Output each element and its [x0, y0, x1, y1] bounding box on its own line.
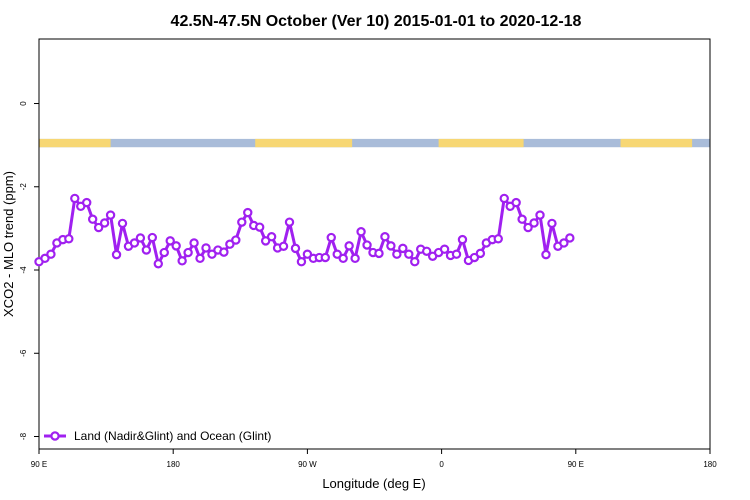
data-point: [332, 249, 342, 259]
data-point: [350, 253, 360, 264]
y-tick-label: -8: [19, 432, 28, 440]
y-tick-label: -2: [19, 183, 28, 191]
data-point: [278, 241, 289, 251]
data-point: [129, 238, 140, 248]
data-point: [254, 222, 265, 232]
x-tick-label: 180: [167, 460, 181, 469]
data-point: [40, 253, 50, 264]
y-tick-label: 0: [19, 101, 28, 106]
y-axis-label: XCO2 - MLO trend (ppm): [1, 171, 16, 317]
legend-label: Land (Nadir&Glint) and Ocean (Glint): [74, 429, 271, 443]
data-point: [195, 253, 205, 264]
data-point: [386, 241, 396, 251]
ocean-band: [39, 138, 710, 148]
data-point: [87, 214, 98, 224]
data-point: [64, 234, 74, 244]
data-point: [541, 249, 551, 260]
plot-frame: [38, 38, 711, 450]
land-band-segment: [255, 138, 353, 148]
x-tick-label: 90 E: [31, 460, 47, 469]
data-point: [165, 236, 175, 246]
data-point: [344, 241, 354, 251]
data-point: [493, 234, 503, 244]
data-point: [201, 243, 211, 253]
data-point: [374, 248, 384, 259]
data-point: [243, 207, 253, 218]
data-point: [439, 244, 450, 254]
data-point: [457, 234, 468, 245]
data-point: [189, 238, 199, 248]
data-point: [105, 210, 116, 220]
data-point: [207, 249, 217, 259]
land-band-segment: [620, 138, 693, 148]
x-axis: 90 E 180 90 W 0 90 E 180: [31, 449, 717, 469]
data-point: [153, 259, 163, 269]
data-point: [147, 232, 158, 243]
data-point: [284, 217, 295, 227]
data-point: [410, 256, 420, 267]
data-point: [111, 249, 122, 260]
land-ocean-band: [39, 138, 710, 148]
data-point: [171, 241, 181, 251]
data-point: [499, 193, 509, 204]
data-point: [421, 246, 432, 256]
data-point: [398, 243, 408, 254]
data-point: [290, 243, 301, 254]
data-point: [159, 247, 169, 258]
data-point: [70, 193, 80, 204]
data-point: [117, 218, 128, 229]
data-point: [469, 252, 480, 263]
data-point: [356, 227, 366, 237]
data-point: [392, 249, 402, 259]
x-tick-label: 90 E: [568, 460, 584, 469]
data-point: [547, 218, 557, 229]
data-point: [141, 245, 152, 255]
data-point: [260, 236, 271, 246]
x-tick-label: 180: [703, 460, 717, 469]
data-point: [135, 233, 146, 243]
data-point: [99, 218, 110, 228]
x-axis-label: Longitude (deg E): [322, 476, 425, 491]
data-point: [326, 232, 336, 243]
data-point: [511, 197, 521, 208]
series-layer: [34, 193, 575, 269]
data-point: [302, 249, 313, 259]
y-tick-label: -4: [19, 266, 28, 274]
data-point: [380, 232, 390, 242]
data-point: [296, 256, 307, 267]
data-point: [451, 249, 462, 259]
y-tick-label: -6: [19, 349, 28, 357]
data-point: [183, 247, 193, 258]
land-band-segment: [39, 138, 111, 148]
data-point: [219, 247, 229, 257]
data-point: [225, 239, 235, 249]
land-band-segment: [438, 138, 524, 148]
legend: Land (Nadir&Glint) and Ocean (Glint): [44, 429, 271, 443]
data-point: [320, 252, 330, 263]
x-tick-label: 90 W: [298, 460, 317, 469]
y-axis: 0 -2 -4 -6 -8: [19, 101, 39, 440]
data-point: [565, 233, 575, 243]
data-point: [93, 222, 104, 233]
data-point: [404, 249, 414, 259]
data-point: [338, 253, 348, 264]
data-point: [231, 235, 241, 245]
chart-title: 42.5N-47.5N October (Ver 10) 2015-01-01 …: [171, 13, 582, 30]
data-point: [237, 217, 247, 227]
data-point: [535, 210, 545, 220]
data-point: [559, 238, 569, 248]
data-point: [266, 232, 277, 242]
data-point: [517, 214, 527, 224]
data-point: [523, 222, 533, 233]
data-point: [46, 249, 56, 259]
data-point: [529, 218, 539, 228]
data-point: [82, 197, 92, 208]
legend-marker-swatch: [50, 431, 60, 441]
data-point: [362, 240, 372, 250]
x-tick-label: 0: [439, 460, 444, 469]
data-point: [475, 248, 486, 259]
data-point: [177, 256, 187, 266]
